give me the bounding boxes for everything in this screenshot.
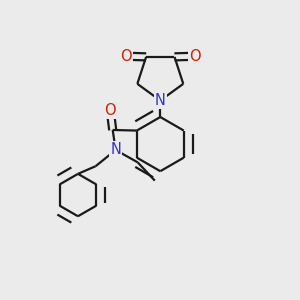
- Text: O: O: [104, 103, 116, 118]
- Text: N: N: [110, 142, 121, 158]
- Text: N: N: [155, 93, 166, 108]
- Text: O: O: [189, 49, 200, 64]
- Text: O: O: [120, 49, 132, 64]
